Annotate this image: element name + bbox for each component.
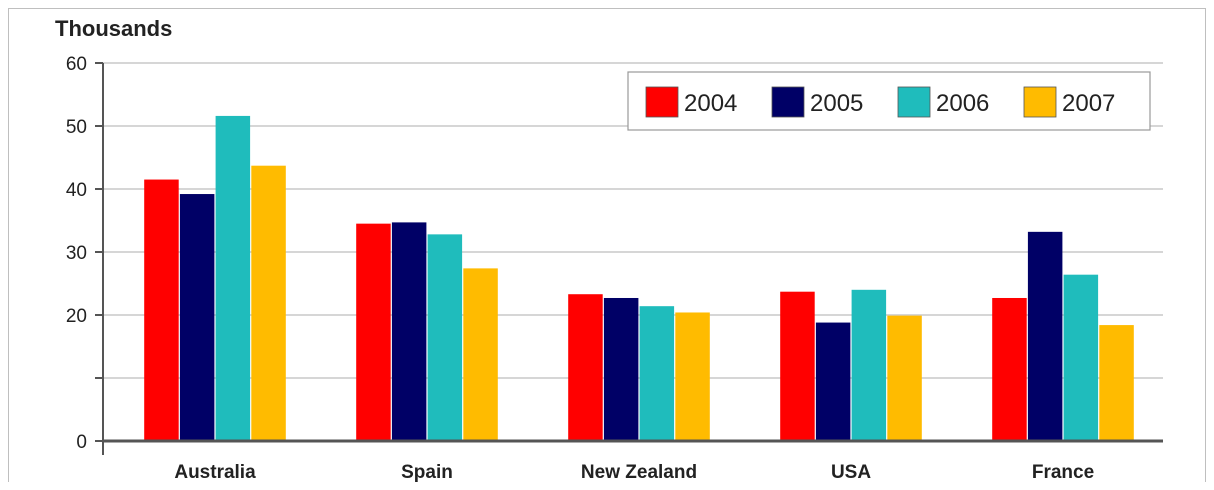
y-axis-unit-label: Thousands: [55, 16, 172, 41]
x-category-labels: Australia Spain New Zealand USA France: [174, 462, 1094, 483]
bar-australia-2005: [179, 194, 215, 441]
legend-label-2007: 2007: [1062, 90, 1115, 117]
bar-france-2004: [992, 297, 1027, 441]
bar-france-2007: [1099, 325, 1134, 441]
legend-swatch-2007: [1023, 86, 1057, 118]
y-tick-label: 40: [66, 180, 87, 201]
chart-frame: [8, 8, 1206, 482]
bar-spain-2007: [463, 268, 498, 441]
legend-swatch-2004: [645, 86, 679, 118]
legend-box: [627, 71, 1151, 131]
y-tick-label: 0: [76, 432, 87, 453]
x-category-label: Australia: [174, 462, 256, 483]
legend-swatch-2005: [771, 86, 805, 118]
bar-australia-2006: [215, 115, 251, 442]
bar-australia-2007: [251, 165, 286, 441]
bar-australia-2004: [144, 179, 179, 442]
legend: 2004 2005 2006 2007: [627, 71, 1151, 131]
axes: [95, 62, 1163, 455]
bar-usa-2005: [815, 322, 851, 441]
bar-spain-2005: [391, 222, 427, 441]
legend-label-2006: 2006: [936, 90, 989, 117]
x-category-label: France: [1032, 462, 1094, 483]
y-tick-label: 20: [66, 306, 87, 327]
y-tick-label: 50: [66, 117, 87, 138]
bar-new-zealand-2007: [675, 312, 710, 441]
y-tick-label: 60: [66, 54, 87, 75]
bar-spain-2006: [427, 234, 463, 441]
bars: [144, 115, 1134, 442]
x-category-label: USA: [831, 462, 871, 483]
bar-new-zealand-2006: [639, 306, 675, 441]
bar-new-zealand-2004: [568, 294, 603, 441]
y-tick-label: 30: [66, 243, 87, 264]
bar-usa-2006: [851, 289, 887, 441]
y-tick-labels: 0 20 30 40 50 60: [66, 54, 87, 453]
legend-swatch-2006: [897, 86, 931, 118]
x-category-label: Spain: [401, 462, 453, 483]
legend-label-2005: 2005: [810, 90, 863, 117]
bar-spain-2004: [356, 223, 391, 441]
bar-france-2005: [1027, 231, 1063, 441]
legend-label-2004: 2004: [684, 90, 737, 117]
bar-france-2006: [1063, 274, 1099, 441]
bar-usa-2004: [780, 291, 815, 441]
x-category-label: New Zealand: [581, 462, 697, 483]
bar-usa-2007: [887, 315, 922, 441]
bar-new-zealand-2005: [603, 297, 639, 441]
